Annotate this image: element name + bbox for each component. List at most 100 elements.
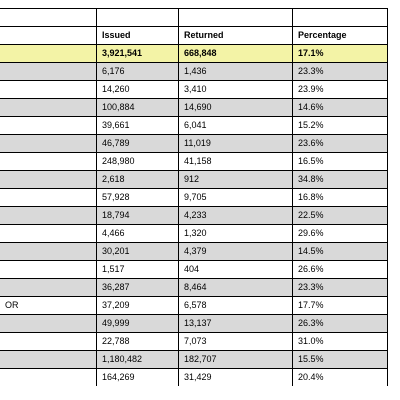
table-row: 18,794 4,233 22.5% [0, 206, 388, 224]
issued-cell: 6,176 [96, 63, 179, 80]
blank-row [0, 8, 388, 26]
issued-cell: 14,260 [96, 81, 179, 98]
returned-cell: 8,464 [179, 279, 293, 296]
table-row: 2,618 912 34.8% [0, 170, 388, 188]
issued-cell: 49,999 [96, 315, 179, 332]
returned-cell: 1,436 [179, 63, 293, 80]
row-label [0, 207, 96, 224]
table-row: 57,928 9,705 16.8% [0, 188, 388, 206]
total-cell: 17.1% [293, 45, 388, 62]
returned-cell: 912 [179, 171, 293, 188]
percentage-cell: 26.3% [293, 315, 388, 332]
percentage-cell: 23.6% [293, 135, 388, 152]
percentage-cell: 23.3% [293, 279, 388, 296]
total-row: 3,921,541 668,848 17.1% [0, 44, 388, 62]
percentage-cell: 29.6% [293, 225, 388, 242]
issued-cell: 18,794 [96, 207, 179, 224]
percentage-cell: 34.8% [293, 171, 388, 188]
row-label [0, 63, 96, 80]
returned-cell: 13,137 [179, 315, 293, 332]
returned-cell: 3,410 [179, 81, 293, 98]
table-row: 164,269 31,429 20.4% [0, 368, 388, 386]
cell [96, 9, 179, 26]
cell [0, 45, 96, 62]
row-label [0, 99, 96, 116]
table-row: 1,517 404 26.6% [0, 260, 388, 278]
row-label [0, 261, 96, 278]
returned-cell: 4,233 [179, 207, 293, 224]
issued-cell: 1,517 [96, 261, 179, 278]
percentage-cell: 23.3% [293, 63, 388, 80]
table-row: 22,788 7,073 31.0% [0, 332, 388, 350]
issued-cell: 57,928 [96, 189, 179, 206]
table-row: OR 37,209 6,578 17.7% [0, 296, 388, 314]
row-label [0, 225, 96, 242]
percentage-cell: 16.5% [293, 153, 388, 170]
table-row: 100,884 14,690 14.6% [0, 98, 388, 116]
header-cell: Issued [96, 27, 179, 44]
issued-cell: 30,201 [96, 243, 179, 260]
row-label [0, 189, 96, 206]
percentage-cell: 20.4% [293, 369, 388, 386]
table-row: 14,260 3,410 23.9% [0, 80, 388, 98]
returned-cell: 7,073 [179, 333, 293, 350]
issued-cell: 46,789 [96, 135, 179, 152]
returned-cell: 11,019 [179, 135, 293, 152]
issued-cell: 1,180,482 [96, 351, 179, 368]
header-row: Issued Returned Percentage [0, 26, 388, 44]
row-label [0, 135, 96, 152]
row-label [0, 333, 96, 350]
returned-cell: 4,379 [179, 243, 293, 260]
percentage-cell: 26.6% [293, 261, 388, 278]
percentage-cell: 14.6% [293, 99, 388, 116]
table-row: 36,287 8,464 23.3% [0, 278, 388, 296]
cell [293, 9, 388, 26]
percentage-cell: 15.5% [293, 351, 388, 368]
total-cell: 3,921,541 [96, 45, 179, 62]
header-cell: Returned [179, 27, 293, 44]
issued-cell: 37,209 [96, 297, 179, 314]
row-label [0, 171, 96, 188]
issued-cell: 2,618 [96, 171, 179, 188]
percentage-cell: 17.7% [293, 297, 388, 314]
returned-cell: 41,158 [179, 153, 293, 170]
row-label [0, 351, 96, 368]
returned-cell: 404 [179, 261, 293, 278]
returned-cell: 31,429 [179, 369, 293, 386]
table-row: 39,661 6,041 15.2% [0, 116, 388, 134]
issued-cell: 22,788 [96, 333, 179, 350]
cell [0, 27, 96, 44]
issued-cell: 100,884 [96, 99, 179, 116]
table-row: 1,180,482 182,707 15.5% [0, 350, 388, 368]
row-label [0, 81, 96, 98]
percentage-cell: 31.0% [293, 333, 388, 350]
row-label [0, 153, 96, 170]
row-label [0, 243, 96, 260]
row-label [0, 279, 96, 296]
header-cell: Percentage [293, 27, 388, 44]
issued-cell: 39,661 [96, 117, 179, 134]
percentage-cell: 15.2% [293, 117, 388, 134]
returned-cell: 182,707 [179, 351, 293, 368]
returned-cell: 6,578 [179, 297, 293, 314]
percentage-cell: 23.9% [293, 81, 388, 98]
issued-cell: 164,269 [96, 369, 179, 386]
table-row: 248,980 41,158 16.5% [0, 152, 388, 170]
total-cell: 668,848 [179, 45, 293, 62]
percentage-cell: 14.5% [293, 243, 388, 260]
percentage-cell: 22.5% [293, 207, 388, 224]
table-row: 6,176 1,436 23.3% [0, 62, 388, 80]
table-row: 4,466 1,320 29.6% [0, 224, 388, 242]
row-label [0, 369, 96, 386]
returned-cell: 1,320 [179, 225, 293, 242]
percentage-cell: 16.8% [293, 189, 388, 206]
returned-cell: 9,705 [179, 189, 293, 206]
cell [179, 9, 293, 26]
issued-cell: 248,980 [96, 153, 179, 170]
returned-cell: 14,690 [179, 99, 293, 116]
row-label [0, 315, 96, 332]
issued-cell: 4,466 [96, 225, 179, 242]
table-row: 46,789 11,019 23.6% [0, 134, 388, 152]
table-row: 30,201 4,379 14.5% [0, 242, 388, 260]
